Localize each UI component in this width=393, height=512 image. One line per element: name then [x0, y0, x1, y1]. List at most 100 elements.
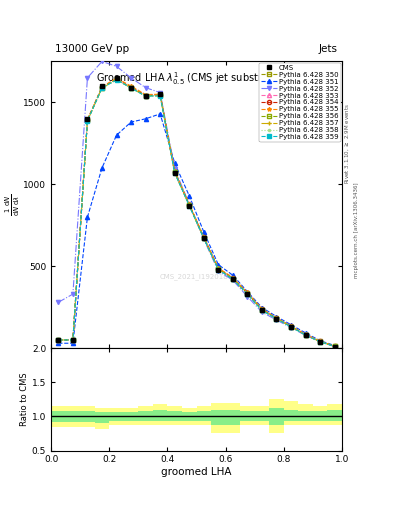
Pythia 6.428 351: [303, 330, 308, 336]
Pythia 6.428 356: [158, 92, 163, 98]
Pythia 6.428 359: [231, 276, 235, 283]
Pythia 6.428 355: [173, 168, 177, 174]
Pythia 6.428 356: [71, 337, 75, 343]
Pythia 6.428 353: [56, 337, 61, 343]
Pythia 6.428 355: [71, 336, 75, 343]
Pythia 6.428 355: [216, 265, 221, 271]
CMS: [71, 337, 75, 343]
Pythia 6.428 351: [158, 111, 163, 117]
Pythia 6.428 351: [173, 160, 177, 166]
Pythia 6.428 352: [289, 325, 294, 331]
CMS: [143, 93, 148, 99]
Pythia 6.428 357: [129, 85, 134, 91]
Text: mcplots.cern.ch [arXiv:1306.3436]: mcplots.cern.ch [arXiv:1306.3436]: [354, 183, 359, 278]
Pythia 6.428 357: [71, 337, 75, 343]
Pythia 6.428 352: [158, 90, 163, 96]
Pythia 6.428 350: [187, 202, 192, 208]
Pythia 6.428 356: [85, 117, 90, 123]
Pythia 6.428 351: [216, 262, 221, 268]
Pythia 6.428 350: [318, 338, 323, 345]
Pythia 6.428 353: [158, 92, 163, 98]
Pythia 6.428 353: [231, 275, 235, 281]
Pythia 6.428 352: [216, 268, 221, 274]
Pythia 6.428 356: [260, 307, 264, 313]
Pythia 6.428 357: [332, 343, 337, 349]
Pythia 6.428 357: [187, 202, 192, 208]
Pythia 6.428 359: [202, 236, 206, 242]
Pythia 6.428 351: [274, 313, 279, 319]
Pythia 6.428 358: [318, 338, 323, 345]
Pythia 6.428 353: [289, 323, 294, 329]
Pythia 6.428 354: [274, 315, 279, 321]
Pythia 6.428 353: [143, 92, 148, 98]
CMS: [289, 324, 294, 330]
Pythia 6.428 350: [100, 84, 105, 91]
Pythia 6.428 353: [245, 290, 250, 296]
Pythia 6.428 354: [71, 337, 75, 343]
Pythia 6.428 352: [245, 293, 250, 300]
Pythia 6.428 354: [129, 84, 134, 91]
Pythia 6.428 353: [332, 343, 337, 349]
Pythia 6.428 351: [143, 116, 148, 122]
Pythia 6.428 356: [143, 93, 148, 99]
Line: Pythia 6.428 352: Pythia 6.428 352: [56, 59, 337, 349]
CMS: [318, 338, 323, 345]
Pythia 6.428 352: [129, 75, 134, 81]
Pythia 6.428 354: [231, 275, 235, 282]
Line: Pythia 6.428 359: Pythia 6.428 359: [56, 78, 337, 349]
Line: CMS: CMS: [56, 76, 337, 349]
Pythia 6.428 359: [71, 337, 75, 343]
CMS: [187, 203, 192, 209]
Pythia 6.428 354: [143, 93, 148, 99]
Pythia 6.428 352: [318, 339, 323, 345]
Y-axis label: Ratio to CMS: Ratio to CMS: [20, 373, 29, 426]
Pythia 6.428 354: [260, 306, 264, 312]
Pythia 6.428 356: [289, 324, 294, 330]
Pythia 6.428 353: [85, 117, 90, 123]
Pythia 6.428 353: [260, 306, 264, 312]
Pythia 6.428 356: [187, 202, 192, 208]
Pythia 6.428 354: [158, 92, 163, 98]
Pythia 6.428 355: [274, 315, 279, 321]
Pythia 6.428 350: [231, 275, 235, 282]
Line: Pythia 6.428 358: Pythia 6.428 358: [56, 78, 337, 349]
Pythia 6.428 350: [85, 117, 90, 123]
Pythia 6.428 359: [173, 170, 177, 176]
Pythia 6.428 352: [231, 277, 235, 283]
Pythia 6.428 352: [173, 166, 177, 172]
Pythia 6.428 351: [289, 322, 294, 328]
CMS: [100, 83, 105, 89]
Pythia 6.428 355: [114, 75, 119, 81]
Pythia 6.428 355: [187, 201, 192, 207]
Pythia 6.428 355: [56, 337, 61, 343]
Pythia 6.428 358: [114, 77, 119, 83]
Pythia 6.428 350: [216, 266, 221, 272]
Pythia 6.428 352: [332, 344, 337, 350]
Pythia 6.428 358: [289, 324, 294, 330]
Pythia 6.428 350: [143, 93, 148, 99]
Pythia 6.428 359: [114, 77, 119, 83]
Pythia 6.428 357: [289, 324, 294, 330]
Pythia 6.428 357: [231, 276, 235, 282]
CMS: [303, 332, 308, 338]
Pythia 6.428 352: [143, 84, 148, 91]
Pythia 6.428 358: [173, 170, 177, 176]
Pythia 6.428 350: [274, 315, 279, 322]
Pythia 6.428 352: [100, 58, 105, 65]
Pythia 6.428 357: [260, 307, 264, 313]
Pythia 6.428 355: [143, 92, 148, 98]
Pythia 6.428 359: [85, 118, 90, 124]
Pythia 6.428 357: [202, 235, 206, 241]
Pythia 6.428 358: [143, 93, 148, 99]
Pythia 6.428 357: [173, 169, 177, 176]
Pythia 6.428 351: [231, 272, 235, 279]
Pythia 6.428 350: [289, 324, 294, 330]
Pythia 6.428 358: [274, 315, 279, 322]
Pythia 6.428 355: [100, 84, 105, 90]
Line: Pythia 6.428 355: Pythia 6.428 355: [56, 76, 337, 348]
Pythia 6.428 355: [158, 91, 163, 97]
Pythia 6.428 351: [245, 289, 250, 295]
Pythia 6.428 351: [100, 165, 105, 171]
Pythia 6.428 353: [71, 336, 75, 343]
Pythia 6.428 351: [260, 305, 264, 311]
